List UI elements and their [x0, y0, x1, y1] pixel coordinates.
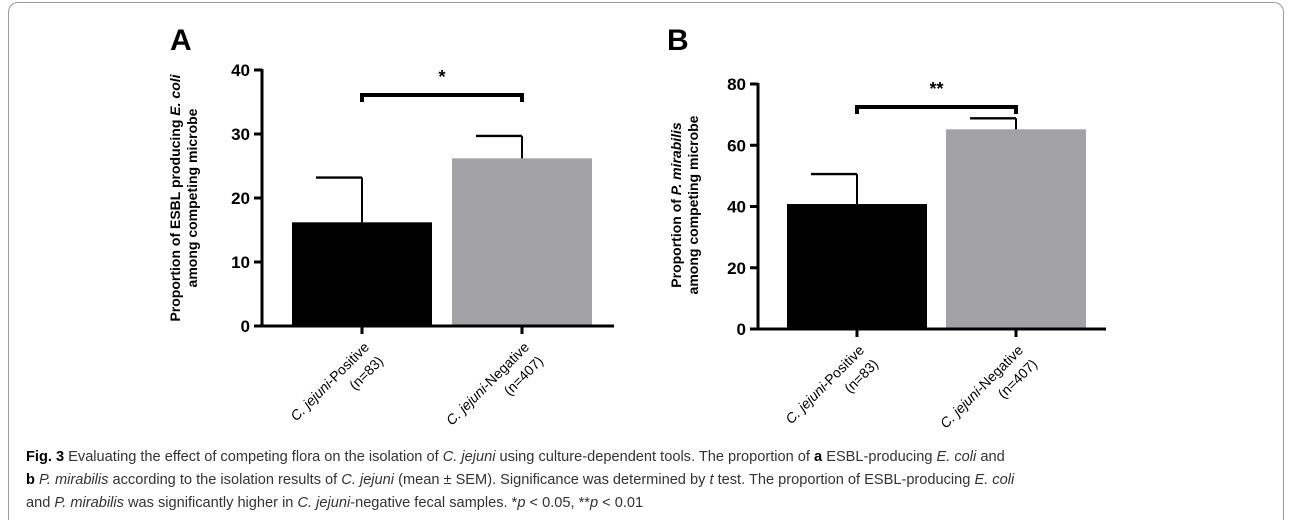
caption-species: C. jejuni	[442, 449, 496, 465]
caption-species: E. coli	[974, 472, 1015, 488]
caption-panel-a-label: a	[814, 449, 823, 465]
x-tick-species: C. jejuni	[782, 379, 830, 427]
panel-label: B	[667, 24, 689, 57]
y-axis-title: Proportion of ESBL producing E. coli	[167, 73, 183, 321]
caption-text: ESBL-producing	[822, 449, 937, 465]
panel-label: A	[170, 24, 192, 57]
bar	[292, 222, 432, 326]
bar	[946, 129, 1086, 329]
caption-text: according to the isolation results of	[108, 472, 342, 488]
bar	[452, 158, 592, 326]
caption-text: (mean ± SEM). Significance was determine…	[394, 472, 710, 488]
significance-bracket	[360, 93, 524, 102]
caption-species: C. jejuni	[297, 495, 351, 511]
caption-text: was significantly higher in	[123, 495, 298, 511]
caption-text: using culture-dependent tools. The propo…	[495, 449, 815, 465]
significance-marker: *	[438, 67, 445, 87]
caption-text: and	[26, 495, 55, 511]
y-tick-label: 0	[737, 320, 746, 339]
caption-species: P. mirabilis	[38, 472, 109, 488]
caption-species: E. coli	[936, 449, 977, 465]
y-axis-title: Proportion of P. mirabilis	[668, 122, 684, 288]
caption-species: P. mirabilis	[54, 495, 124, 511]
caption-text: < 0.05, **	[525, 495, 590, 511]
caption-t: t	[709, 472, 714, 488]
y-tick-label: 20	[231, 189, 250, 208]
y-tick-label: 80	[727, 75, 746, 94]
significance-marker: **	[929, 79, 943, 99]
significance-bracket	[855, 105, 1018, 114]
y-tick-label: 0	[241, 317, 250, 336]
caption-text: and	[976, 449, 1005, 465]
bar	[787, 204, 927, 329]
y-axis-title-text: Proportion of ESBL producing	[167, 116, 183, 322]
x-tick-species: C. jejuni	[937, 384, 985, 432]
y-tick-label: 20	[727, 259, 746, 278]
y-tick-label: 30	[231, 125, 250, 144]
y-tick-label: 40	[231, 61, 250, 80]
caption-species: C. jejuni	[341, 472, 395, 488]
caption-p: p	[589, 495, 599, 511]
y-tick-label: 40	[727, 198, 746, 217]
caption-text: < 0.01	[598, 495, 644, 511]
figure-caption: Fig. 3 Evaluating the effect of competin…	[26, 446, 1276, 515]
caption-text: -negative fecal samples. *	[350, 495, 518, 511]
y-axis-title-line2: among competing microbe	[184, 108, 200, 287]
y-axis-title-line2: among competing microbe	[685, 115, 701, 294]
figure-frame	[8, 2, 1284, 520]
y-axis-title-species: E. coli	[167, 73, 183, 115]
caption-fig-label: Fig. 3	[26, 449, 65, 465]
caption-p: p	[517, 495, 526, 511]
y-axis-title-species: P. mirabilis	[668, 122, 684, 195]
y-tick-label: 60	[727, 136, 746, 155]
caption-text: test. The proportion of ESBL-producing	[713, 472, 975, 488]
caption-panel-b-label: b	[26, 472, 35, 488]
y-tick-label: 10	[231, 253, 250, 272]
caption-text: Evaluating the effect of competing flora…	[64, 449, 443, 465]
y-axis-title-text: Proportion of	[668, 195, 684, 288]
